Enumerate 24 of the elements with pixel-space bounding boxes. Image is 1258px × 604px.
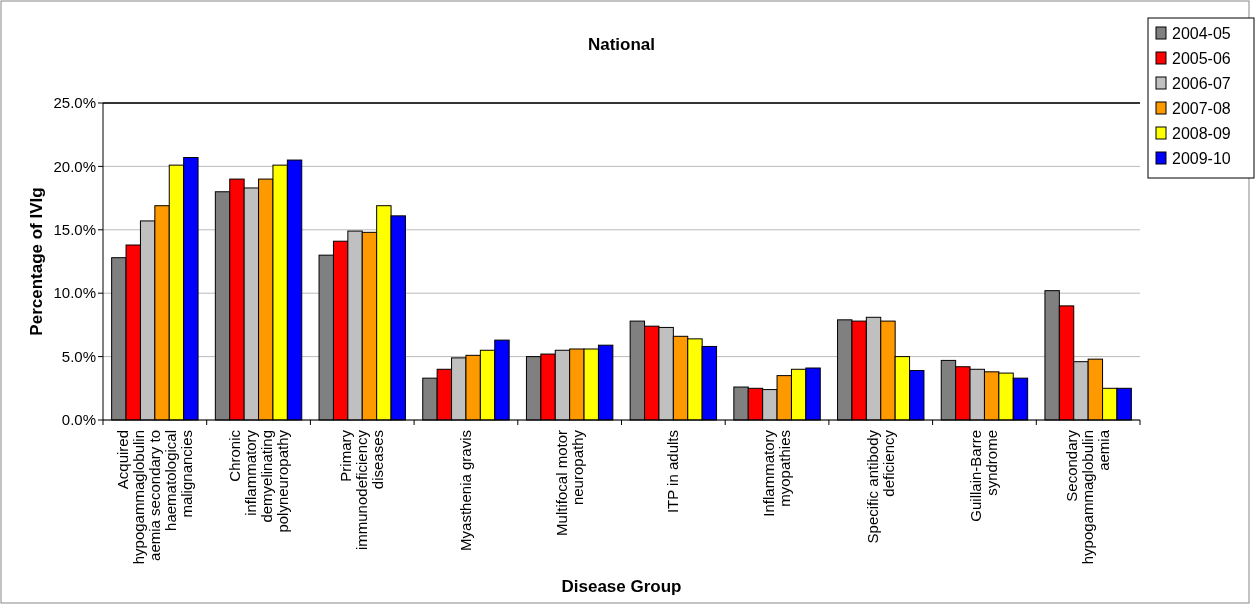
y-tick-label: 20.0% — [53, 157, 96, 175]
x-tick-label: Guillain-Barre syndrome — [967, 430, 1001, 522]
y-tick-label: 0.0% — [61, 411, 96, 429]
x-tick-label: Acquired hypogammaglobulin aemia secondary to haematological malignancies — [113, 430, 195, 565]
y-tick-label: 10.0% — [53, 284, 96, 302]
y-tick-label: 5.0% — [61, 347, 96, 365]
legend-label: 2008-09 — [1172, 124, 1231, 142]
x-tick-label: Inflammatory myopathies — [760, 429, 794, 517]
x-tick-label: ITP in adults — [664, 430, 682, 514]
x-tick-label: Multifocal motor neuropathy — [552, 429, 586, 536]
x-tick-label: Secondary hypogammaglobulin aemia — [1063, 429, 1113, 565]
legend-label: 2005-06 — [1172, 49, 1231, 67]
legend-label: 2007-08 — [1172, 99, 1231, 117]
legend-label: 2006-07 — [1172, 74, 1231, 92]
x-axis-title: Disease Group — [561, 577, 682, 596]
legend-label: 2009-10 — [1172, 149, 1231, 167]
x-tick-label: Myasthenia gravis — [456, 430, 474, 551]
x-tick-label: Specific antibody deficiency — [863, 429, 897, 544]
y-tick-label: 25.0% — [53, 94, 96, 112]
y-tick-label: 15.0% — [53, 221, 96, 239]
x-tick-label: Primary immunodeficiency diseases — [337, 429, 387, 551]
y-axis-title: Percentage of IVIg — [27, 187, 46, 336]
legend-label: 2004-05 — [1172, 24, 1231, 42]
chart-title: National — [587, 35, 656, 54]
